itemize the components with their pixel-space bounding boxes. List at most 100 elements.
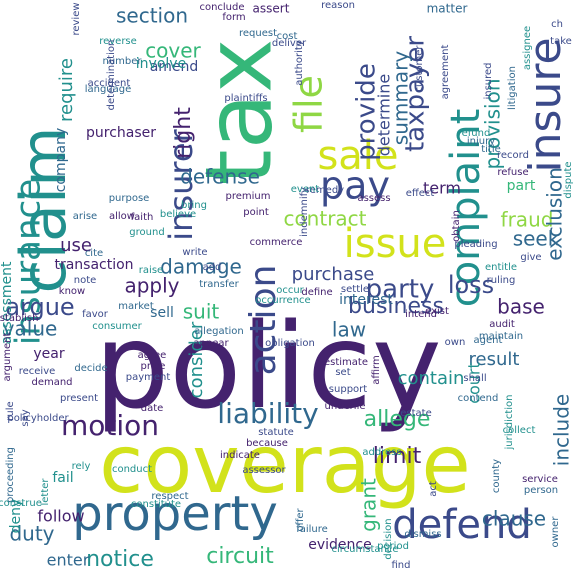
word-taxpayer: taxpayer [401, 36, 431, 152]
word-failure: failure [296, 524, 328, 535]
word-exclusion: exclusion [543, 167, 567, 261]
word-believe: believe [160, 209, 196, 220]
word-appear: appear [193, 338, 229, 349]
word-customer: customer [414, 45, 425, 93]
word-cover: cover [145, 39, 201, 63]
word-number: number [102, 56, 142, 67]
word-liability: liability [217, 397, 318, 430]
word-grant: grant [357, 478, 381, 532]
word-clause: clause [482, 507, 546, 531]
word-provide: provide [352, 63, 382, 161]
word-language: language [85, 84, 132, 95]
word-occurrence: occurrence [255, 295, 310, 306]
word-litigation: litigation [507, 66, 518, 110]
word-audit: audit [489, 319, 515, 330]
word-ch: ch [551, 19, 563, 30]
word-address: address [362, 447, 401, 458]
word-construe: construe [0, 498, 42, 509]
word-summary: summary [389, 51, 413, 146]
word-claim: claim [7, 127, 80, 294]
word-enter: enter [47, 551, 90, 570]
word-reason: reason [321, 0, 355, 11]
word-cite: cite [85, 248, 103, 259]
word-give: give [520, 252, 541, 263]
word-party: party [366, 275, 435, 305]
word-form: form [222, 12, 245, 23]
word-circumstance: circumstance [332, 544, 399, 555]
word-argue: argue [5, 293, 74, 321]
word-plaintiffs: plaintiffs [224, 93, 267, 104]
word-value: value [3, 317, 58, 341]
word-remedy: remedy [306, 185, 344, 196]
word-establish: establish [0, 313, 38, 324]
word-exist: exist [425, 306, 449, 317]
word-insurance: insurance [9, 179, 49, 345]
word-jurisdiction: jurisdiction [504, 395, 515, 451]
word-proceeding: proceeding [5, 447, 16, 503]
word-tax: tax [185, 39, 292, 186]
word-contain: contain [398, 368, 465, 389]
word-define: define [301, 287, 332, 298]
word-deliver: deliver [272, 38, 307, 49]
word-constitute: constitute [131, 499, 181, 510]
word-insured: insured [483, 62, 494, 99]
word-matter: matter [427, 2, 468, 16]
word-assess: assess [357, 193, 390, 204]
word-know: know [59, 286, 85, 297]
word-find: find [392, 560, 411, 571]
word-estimate: estimate [324, 357, 368, 368]
word-notice: notice [86, 547, 154, 572]
word-loss: loss [448, 271, 494, 299]
word-take: take [550, 36, 572, 47]
word-insure: insure [520, 37, 571, 172]
word-consider: consider [186, 321, 207, 398]
word-coverage: coverage [99, 418, 470, 511]
word-commerce: commerce [250, 237, 303, 248]
word-assessment: assessment [0, 261, 15, 344]
word-service: service [522, 474, 558, 485]
word-allow: allow [109, 211, 135, 222]
word-fraud: fraud [501, 208, 554, 232]
word-action: action [243, 265, 284, 376]
word-argument: argument [2, 332, 13, 381]
word-court: court [465, 362, 484, 404]
word-refuse: refuse [497, 167, 528, 178]
word-law: law [332, 318, 366, 342]
word-reverse: reverse [99, 36, 137, 47]
word-apply: apply [124, 274, 179, 298]
word-right: right [171, 107, 196, 159]
word-obligation: obligation [265, 338, 315, 349]
word-shall: shall [463, 373, 486, 384]
word-refund: refund [458, 128, 491, 139]
word-rely: rely [72, 461, 91, 472]
word-add: add [203, 262, 222, 273]
word-owner: owner [550, 516, 561, 548]
word-purchase: purchase [292, 264, 375, 285]
word-entitle: entitle [485, 262, 517, 273]
word-seek: seek [513, 227, 560, 251]
word-conclude: conclude [199, 2, 244, 13]
word-record: record [497, 150, 529, 161]
word-letter: letter [40, 478, 51, 506]
word-estate: estate [400, 408, 431, 419]
word-ground: ground [129, 227, 164, 238]
word-section: section [116, 4, 188, 28]
word-bring: bring [181, 200, 207, 211]
word-accident: accident [88, 78, 131, 89]
word-arise: arise [73, 211, 97, 222]
word-rule: rule [5, 401, 16, 420]
word-determine: determine [375, 74, 394, 156]
word-result: result [469, 349, 520, 370]
word-include: include [550, 394, 574, 466]
word-person: person [524, 485, 558, 496]
word-request: request [239, 28, 277, 39]
word-set: set [335, 367, 350, 378]
word-because: because [246, 438, 288, 449]
word-ruling: ruling [487, 275, 516, 286]
word-evidence: evidence [308, 537, 371, 553]
word-year: year [33, 346, 64, 362]
word-damage: damage [160, 255, 242, 279]
word-note: note [74, 275, 97, 286]
word-raise: raise [139, 265, 163, 276]
word-complaint: complaint [443, 109, 489, 308]
